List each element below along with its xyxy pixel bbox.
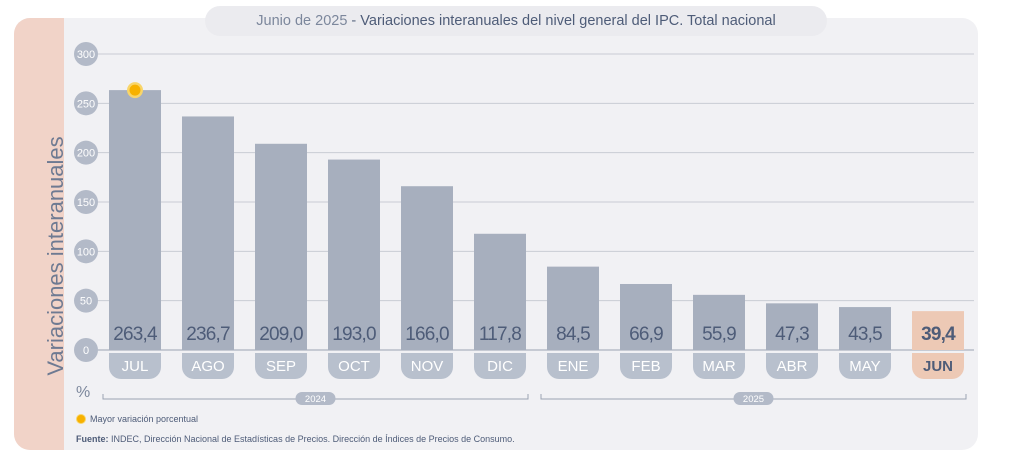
- bar: [401, 186, 453, 350]
- source-label: Fuente:: [76, 434, 109, 444]
- chart-title: Junio de 2025 - Variaciones interanuales…: [205, 6, 827, 36]
- side-band: [14, 18, 64, 450]
- year-label: 2025: [743, 394, 764, 405]
- month-label: ENE: [558, 358, 589, 375]
- y-tick-label: 0: [83, 345, 89, 357]
- bar-value-label: 55,9: [702, 324, 736, 345]
- bar: [474, 233, 526, 350]
- bar: [255, 143, 307, 350]
- bar: [620, 283, 672, 350]
- source-text: INDEC, Dirección Nacional de Estadística…: [108, 434, 515, 444]
- bar: [182, 116, 234, 351]
- legend: Mayor variación porcentual: [76, 414, 198, 424]
- month-pill: [912, 353, 964, 379]
- bar: [547, 266, 599, 350]
- year-label: 2024: [305, 394, 326, 405]
- month-pill: [766, 353, 818, 379]
- bar-value-label: 39,4: [921, 324, 956, 345]
- month-label: MAY: [849, 358, 880, 375]
- y-tick-label: 250: [77, 98, 95, 110]
- max-marker-icon: [129, 84, 141, 96]
- month-label: FEB: [631, 358, 660, 375]
- y-tick-badge: [74, 239, 98, 264]
- month-label: JUN: [923, 358, 953, 375]
- bar-value-label: 84,5: [556, 324, 590, 345]
- month-pill: [255, 353, 307, 379]
- year-pill: [733, 392, 774, 405]
- bar: [328, 159, 380, 350]
- year-pill: [295, 392, 336, 405]
- title-separator: -: [347, 13, 361, 29]
- bar: [839, 307, 891, 350]
- bar-value-label: 209,0: [259, 324, 303, 345]
- bar-value-label: 47,3: [775, 324, 809, 345]
- y-tick-label: 50: [80, 296, 92, 308]
- bar-value-label: 43,5: [848, 324, 882, 345]
- month-label: NOV: [411, 358, 444, 375]
- month-pill: [839, 353, 891, 379]
- month-pill: [474, 353, 526, 379]
- month-label: JUL: [122, 358, 149, 375]
- y-tick-label: 300: [77, 49, 95, 61]
- source-note: Fuente: INDEC, Dirección Nacional de Est…: [76, 434, 515, 444]
- title-date: Junio de 2025: [256, 13, 348, 29]
- bar: [766, 303, 818, 350]
- bar-value-label: 166,0: [405, 324, 449, 345]
- month-pill: [693, 353, 745, 379]
- bar: [912, 311, 964, 350]
- y-tick-badge: [74, 190, 98, 214]
- month-label: AGO: [191, 358, 224, 375]
- month-pill: [547, 353, 599, 379]
- bar-value-label: 193,0: [332, 324, 376, 345]
- month-pill: [328, 353, 380, 379]
- month-label: MAR: [702, 358, 736, 375]
- y-tick-badge: [74, 288, 98, 313]
- y-tick-label: 150: [77, 197, 95, 209]
- legend-label: Mayor variación porcentual: [90, 414, 199, 424]
- month-pill: [401, 353, 453, 379]
- y-tick-label: 200: [77, 148, 95, 160]
- y-tick-badge: [74, 42, 98, 66]
- y-tick-badge: [74, 91, 98, 116]
- month-label: OCT: [338, 358, 370, 375]
- bar: [693, 294, 745, 350]
- month-label: DIC: [487, 358, 513, 375]
- month-label: SEP: [266, 358, 296, 375]
- month-pill: [109, 353, 161, 379]
- month-pill: [620, 353, 672, 379]
- y-tick-badge: [74, 338, 98, 362]
- y-tick-badge: [74, 140, 98, 165]
- title-text: Variaciones interanuales del nivel gener…: [360, 13, 776, 29]
- unit-label: %: [76, 384, 90, 401]
- bar-value-label: 66,9: [629, 324, 663, 345]
- y-tick-label: 100: [77, 246, 95, 258]
- bar-value-label: 117,8: [479, 324, 521, 345]
- max-marker-legend-icon: [76, 414, 86, 424]
- month-label: ABR: [777, 358, 808, 375]
- bar: [109, 90, 161, 350]
- bar-value-label: 236,7: [186, 324, 230, 345]
- bar-value-label: 263,4: [113, 324, 158, 345]
- month-pill: [182, 353, 234, 379]
